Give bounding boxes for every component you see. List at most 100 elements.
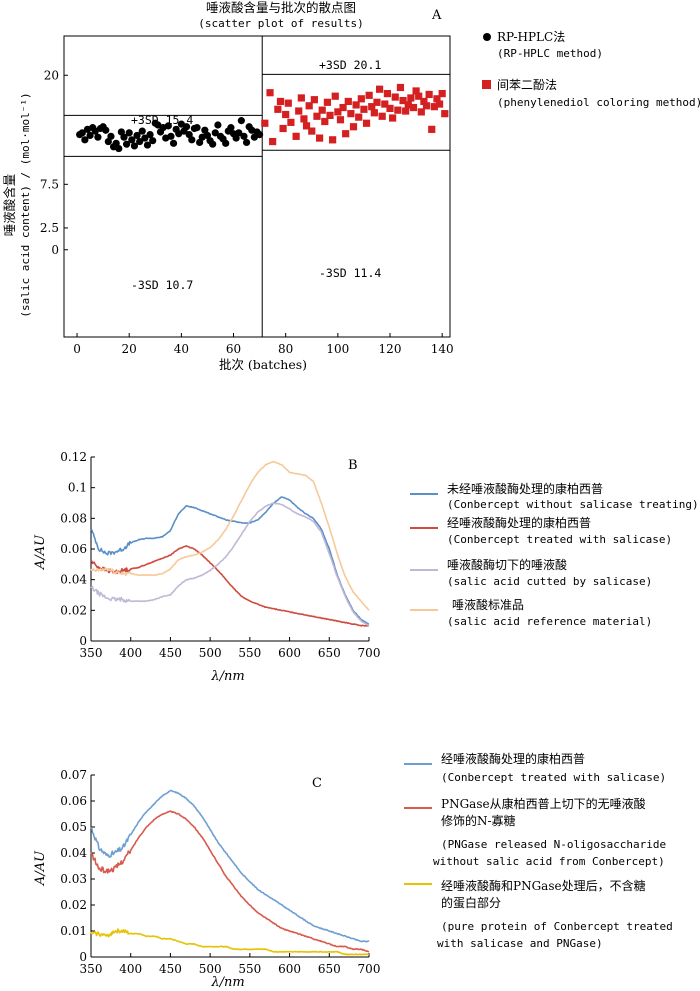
- chart-a-ylabel: 唾液酸含量 (salic acid content) / (mol·mol⁻¹): [2, 92, 32, 317]
- chart-a-point-phenylenediol: [368, 103, 376, 111]
- legend-b-item-3-en: (salic acid cutted by salicase): [447, 575, 652, 588]
- chart-a-point-rp-hplc: [120, 133, 128, 141]
- chart-b-series-line-1: [90, 496, 370, 625]
- chart-b: B A/AU λ/nm 350 400 450 500 550 600 650 700 0 0.0…: [33, 450, 699, 684]
- chart-a-plot-frame: [63, 35, 451, 338]
- legend-b-item-3: 唾液酸酶切下的唾液酸: [447, 557, 567, 572]
- chart-a-ytick-label: 20: [44, 68, 59, 82]
- chart-c-ytick-label: 0.02: [60, 898, 87, 912]
- chart-a-point-phenylenediol: [323, 98, 332, 106]
- chart-a-point-rp-hplc: [169, 139, 178, 147]
- chart-a-point-rp-hplc: [211, 129, 219, 137]
- chart-c-ytick-label: 0.06: [60, 794, 87, 808]
- chart-a-point-phenylenediol: [373, 98, 381, 106]
- chart-c-xtick-label: 550: [238, 962, 261, 976]
- legend-c-item-1-en: (Conbercept treated with salicase): [441, 771, 666, 784]
- legend-c-item-2-line2: 修饰的N-寡糖: [441, 813, 516, 828]
- chart-a-point-rp-hplc: [78, 129, 86, 137]
- legend-b-item-1: 未经唾液酸酶处理的康柏西普: [447, 481, 603, 496]
- chart-a-point-phenylenediol: [295, 107, 303, 115]
- chart-b-xtick-label: 650: [318, 646, 341, 660]
- chart-a-limit-lines: [64, 73, 450, 157]
- chart-a-subtitle: (scatter plot of results): [198, 17, 364, 30]
- chart-a-point-phenylenediol: [396, 83, 405, 92]
- chart-a-ytick-label: 2.5: [40, 221, 59, 235]
- chart-c-lines: [90, 789, 370, 956]
- chart-a-point-phenylenediol: [300, 115, 308, 123]
- chart-a-point-phenylenediol: [428, 125, 436, 133]
- chart-a-point-rp-hplc: [235, 129, 243, 137]
- chart-c-series-line-1: [90, 789, 370, 943]
- legend-c-item-3-line2: 的蛋白部分: [441, 895, 501, 910]
- chart-b-xtick-label: 350: [80, 646, 103, 660]
- chart-a-limit-label-lower-left: -3SD 10.7: [131, 278, 193, 292]
- chart-a-point-phenylenediol: [381, 100, 389, 108]
- chart-a-point-rp-hplc: [214, 121, 222, 129]
- chart-a-point-phenylenediol: [415, 92, 423, 100]
- chart-a-point-phenylenediol: [370, 109, 378, 117]
- chart-a-xtick-label: 0: [73, 342, 81, 356]
- legend-b-item-1-en: (Conbercept without salicase treating): [447, 498, 699, 511]
- chart-b-xtick-label: 500: [199, 646, 222, 660]
- chart-b-series-line-3: [90, 502, 370, 627]
- chart-a-point-phenylenediol: [412, 87, 420, 95]
- chart-a-limit-label-upper-left: +3SD 15.4: [131, 113, 193, 127]
- legend-a-item-2: 间苯二酚法: [497, 78, 557, 92]
- chart-a-point-rp-hplc: [128, 136, 136, 144]
- legend-c-item-3-en: (pure protein of Conbercept treated: [441, 920, 673, 933]
- chart-a-ytick-label: 0: [51, 243, 59, 257]
- chart-a-limit-label-lower-right: -3SD 11.4: [319, 266, 381, 280]
- chart-b-series-line-2: [90, 544, 370, 627]
- chart-b-series-line-4: [90, 460, 370, 611]
- chart-a-point-phenylenediol: [355, 113, 363, 121]
- chart-a-point-phenylenediol: [326, 111, 334, 119]
- chart-a-point-phenylenediol: [261, 119, 269, 127]
- legend-a-item-1-en: (RP-HPLC method): [497, 47, 603, 60]
- chart-a-point-phenylenediol: [378, 112, 386, 120]
- chart-a-point-rp-hplc: [256, 130, 264, 139]
- chart-a-point-rp-hplc: [115, 144, 123, 153]
- chart-a-point-phenylenediol: [433, 95, 441, 103]
- chart-a-point-phenylenediol: [417, 108, 425, 116]
- chart-a-point-phenylenediol: [347, 110, 355, 118]
- chart-a-point-rp-hplc: [138, 127, 146, 135]
- chart-a-point-phenylenediol: [305, 102, 313, 110]
- chart-a-point-rp-hplc: [164, 122, 172, 130]
- chart-b-xtick-label: 600: [278, 646, 301, 660]
- chart-c-ytick-label: 0.01: [60, 924, 87, 938]
- legend-b-item-4: 唾液酸标准品: [452, 597, 524, 612]
- chart-b-xtick-label: 700: [358, 646, 381, 660]
- legend-b-item-4-en: (salic acid reference material): [447, 615, 652, 628]
- chart-b-xlabel: λ/nm: [210, 669, 244, 684]
- chart-c: C A/AU λ/nm 350 400 450 500 550 600 650 700 0 0.0…: [33, 751, 673, 990]
- chart-a-xtick-label: 40: [174, 342, 189, 356]
- chart-a-point-rp-hplc: [133, 131, 141, 140]
- chart-c-xtick-label: 450: [159, 962, 182, 976]
- chart-c-ytick-label: 0: [79, 950, 87, 964]
- chart-c-ytick-label: 0.07: [60, 768, 87, 782]
- chart-c-xtick-label: 350: [80, 962, 103, 976]
- chart-a-point-phenylenediol: [402, 107, 410, 115]
- chart-a-xlabel: 批次 (batches): [219, 357, 307, 372]
- chart-c-ylabel: A/AU: [33, 850, 48, 886]
- legend-marker-square-icon: [482, 80, 491, 89]
- chart-a-point-phenylenediol: [362, 119, 371, 127]
- chart-a-point-phenylenediol: [339, 103, 347, 112]
- chart-a-point-phenylenediol: [383, 89, 392, 98]
- legend-c-item-2: PNGase从康柏西普上切下的无唾液酸: [441, 796, 646, 811]
- chart-a-ylabel-cn: 唾液酸含量: [2, 174, 17, 237]
- chart-a-point-phenylenediol: [334, 108, 342, 116]
- chart-b-legend: 未经唾液酸酶处理的康柏西普 (Conbercept without salica…: [410, 481, 699, 628]
- chart-a-point-phenylenediol: [375, 85, 384, 93]
- chart-a-point-rp-hplc: [182, 123, 191, 131]
- legend-c-item-1: 经唾液酸酶处理的康柏西普: [441, 751, 585, 766]
- chart-a-point-phenylenediol: [279, 124, 287, 133]
- chart-a-point-rp-hplc: [227, 124, 235, 132]
- chart-a-point-rp-hplc: [193, 124, 201, 132]
- chart-a-point-phenylenediol: [344, 97, 352, 106]
- chart-a-legend: RP-HPLC法 (RP-HPLC method) 间苯二酚法 (phenyle…: [482, 30, 700, 109]
- chart-a-point-phenylenediol: [321, 117, 329, 126]
- chart-c-series-line-3: [90, 928, 370, 956]
- chart-a-point-phenylenediol: [308, 127, 316, 135]
- chart-a-point-phenylenediol: [274, 105, 282, 113]
